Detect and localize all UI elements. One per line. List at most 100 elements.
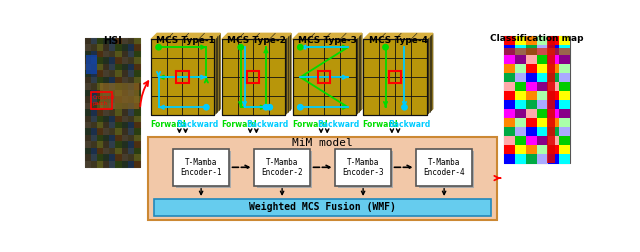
Bar bbox=[109, 64, 116, 71]
Bar bbox=[548, 136, 559, 146]
Bar bbox=[115, 116, 122, 122]
Bar bbox=[122, 103, 128, 109]
Bar bbox=[525, 45, 537, 55]
Bar bbox=[128, 51, 134, 58]
Bar bbox=[134, 116, 141, 122]
Bar bbox=[515, 45, 526, 55]
Bar bbox=[548, 36, 559, 46]
Bar bbox=[84, 64, 92, 71]
Bar bbox=[109, 109, 116, 116]
Bar bbox=[537, 136, 548, 146]
Bar bbox=[115, 90, 122, 97]
Bar bbox=[97, 51, 104, 58]
Bar bbox=[515, 109, 526, 118]
Bar bbox=[419, 151, 474, 188]
Bar bbox=[547, 36, 554, 164]
Polygon shape bbox=[221, 33, 291, 40]
Polygon shape bbox=[427, 33, 433, 115]
Bar bbox=[364, 40, 426, 115]
Bar bbox=[103, 161, 109, 168]
Bar bbox=[103, 129, 109, 135]
Bar bbox=[91, 122, 97, 129]
Bar bbox=[515, 118, 526, 128]
Bar bbox=[103, 70, 109, 77]
Bar bbox=[91, 141, 97, 148]
Bar bbox=[559, 73, 570, 82]
Bar bbox=[115, 161, 122, 168]
Text: Backward: Backward bbox=[176, 119, 218, 129]
Bar bbox=[134, 129, 141, 135]
Text: Forward: Forward bbox=[221, 119, 257, 129]
Bar bbox=[122, 64, 128, 71]
Bar bbox=[537, 127, 548, 137]
Bar bbox=[134, 109, 141, 116]
Bar bbox=[122, 44, 128, 51]
Text: Classification map: Classification map bbox=[490, 34, 584, 43]
Bar bbox=[97, 148, 104, 155]
Bar bbox=[504, 82, 515, 91]
Bar bbox=[176, 151, 231, 188]
Bar bbox=[134, 103, 141, 109]
Bar bbox=[84, 70, 92, 77]
Bar bbox=[109, 135, 116, 142]
Bar bbox=[91, 38, 97, 45]
Bar bbox=[537, 45, 548, 55]
Bar bbox=[525, 136, 537, 146]
Bar bbox=[91, 90, 97, 97]
Bar bbox=[115, 148, 122, 155]
Text: HSI: HSI bbox=[103, 36, 122, 46]
Bar bbox=[134, 96, 141, 103]
Bar bbox=[109, 38, 116, 45]
Circle shape bbox=[238, 45, 243, 50]
Bar bbox=[128, 90, 134, 97]
Bar bbox=[122, 83, 128, 90]
Bar bbox=[103, 109, 109, 116]
Bar bbox=[91, 70, 97, 77]
Bar bbox=[221, 40, 285, 115]
Bar bbox=[91, 116, 97, 122]
Bar bbox=[115, 154, 122, 161]
Bar bbox=[97, 90, 104, 97]
Bar bbox=[525, 91, 537, 100]
Bar bbox=[537, 36, 548, 46]
Circle shape bbox=[298, 45, 303, 50]
Text: MCS Type-4: MCS Type-4 bbox=[369, 36, 428, 45]
Bar bbox=[515, 136, 526, 146]
Bar bbox=[122, 57, 128, 64]
Bar bbox=[109, 148, 116, 155]
Bar bbox=[128, 103, 134, 109]
Bar bbox=[134, 64, 141, 71]
Bar bbox=[115, 122, 122, 129]
Bar bbox=[91, 96, 97, 103]
Bar bbox=[559, 36, 570, 46]
Bar bbox=[559, 100, 570, 109]
Circle shape bbox=[204, 105, 209, 110]
Bar bbox=[559, 118, 570, 128]
Bar bbox=[100, 83, 139, 109]
Bar bbox=[84, 38, 140, 167]
Bar bbox=[84, 103, 92, 109]
Bar bbox=[128, 38, 134, 45]
Bar bbox=[504, 91, 515, 100]
Bar bbox=[128, 116, 134, 122]
Bar bbox=[91, 103, 97, 109]
Bar bbox=[128, 109, 134, 116]
Bar bbox=[548, 73, 559, 82]
Bar bbox=[97, 57, 104, 64]
Bar bbox=[559, 45, 570, 55]
Text: MCS Type-1: MCS Type-1 bbox=[156, 36, 215, 45]
Bar bbox=[109, 116, 116, 122]
Bar bbox=[559, 82, 570, 91]
Circle shape bbox=[298, 105, 303, 110]
Bar bbox=[84, 44, 92, 51]
Bar bbox=[84, 129, 92, 135]
Bar bbox=[515, 82, 526, 91]
Bar bbox=[122, 161, 128, 168]
Bar bbox=[515, 36, 526, 46]
Bar bbox=[115, 64, 122, 71]
Bar bbox=[91, 109, 97, 116]
Bar bbox=[103, 77, 109, 84]
Bar bbox=[128, 64, 134, 71]
Bar bbox=[103, 135, 109, 142]
Bar bbox=[504, 127, 515, 137]
